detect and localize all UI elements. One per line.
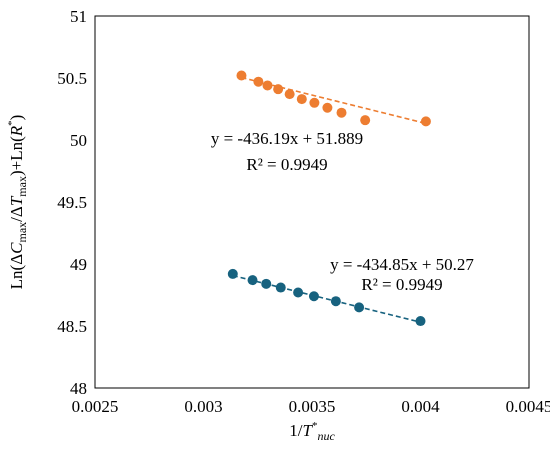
y-tick-label: 50 [70,131,87,150]
x-tick-label: 0.003 [184,397,222,416]
x-tick-label: 0.0025 [72,397,119,416]
x-axis-title: 1/T*nuc [289,420,335,443]
y-tick-labels: 48 48.5 49 49.5 50 50.5 51 [57,7,87,398]
blue-data-point [354,302,365,313]
orange-data-point [262,80,273,91]
x-tick-label: 0.004 [401,397,440,416]
y-tick-label: 51 [70,7,87,26]
y-tick-label: 49 [70,255,87,274]
orange-data-point [236,70,247,81]
orange-data-point [322,102,333,113]
x-tick-label: 0.0035 [289,397,336,416]
blue-equation: y = -434.85x + 50.27 [330,255,474,274]
orange-r2: R² = 0.9949 [246,155,327,174]
orange-data-point [360,115,371,126]
y-tick-label: 50.5 [57,69,87,88]
orange-data-point [273,84,284,95]
blue-data-point [247,275,258,286]
orange-data-point [309,97,320,108]
series-layer [227,70,431,327]
blue-data-point [330,296,341,307]
x-tick-label: 0.0045 [506,397,550,416]
orange-equation: y = -436.19x + 51.889 [211,129,363,148]
blue-r2: R² = 0.9949 [361,275,442,294]
y-axis-title: Ln(ΔCmax/ΔTmax)+Ln(R*) [6,115,29,290]
blue-data-point [275,282,286,293]
orange-data-point [253,76,264,87]
orange-data-point [284,89,295,100]
y-tick-label: 48 [70,379,87,398]
blue-data-point [293,287,304,298]
orange-data-point [296,94,307,105]
blue-data-point [308,291,319,302]
blue-data-point [415,316,426,327]
x-tick-labels: 0.0025 0.003 0.0035 0.004 0.0045 [72,397,550,416]
blue-data-point [227,268,238,279]
y-tick-label: 49.5 [57,193,87,212]
blue-data-point [261,278,272,289]
orange-data-point [420,116,431,127]
annotations: y = -436.19x + 51.889 R² = 0.9949 y = -4… [211,129,475,294]
plot-area [94,15,530,389]
orange-data-point [336,107,347,118]
y-tick-label: 48.5 [57,317,87,336]
